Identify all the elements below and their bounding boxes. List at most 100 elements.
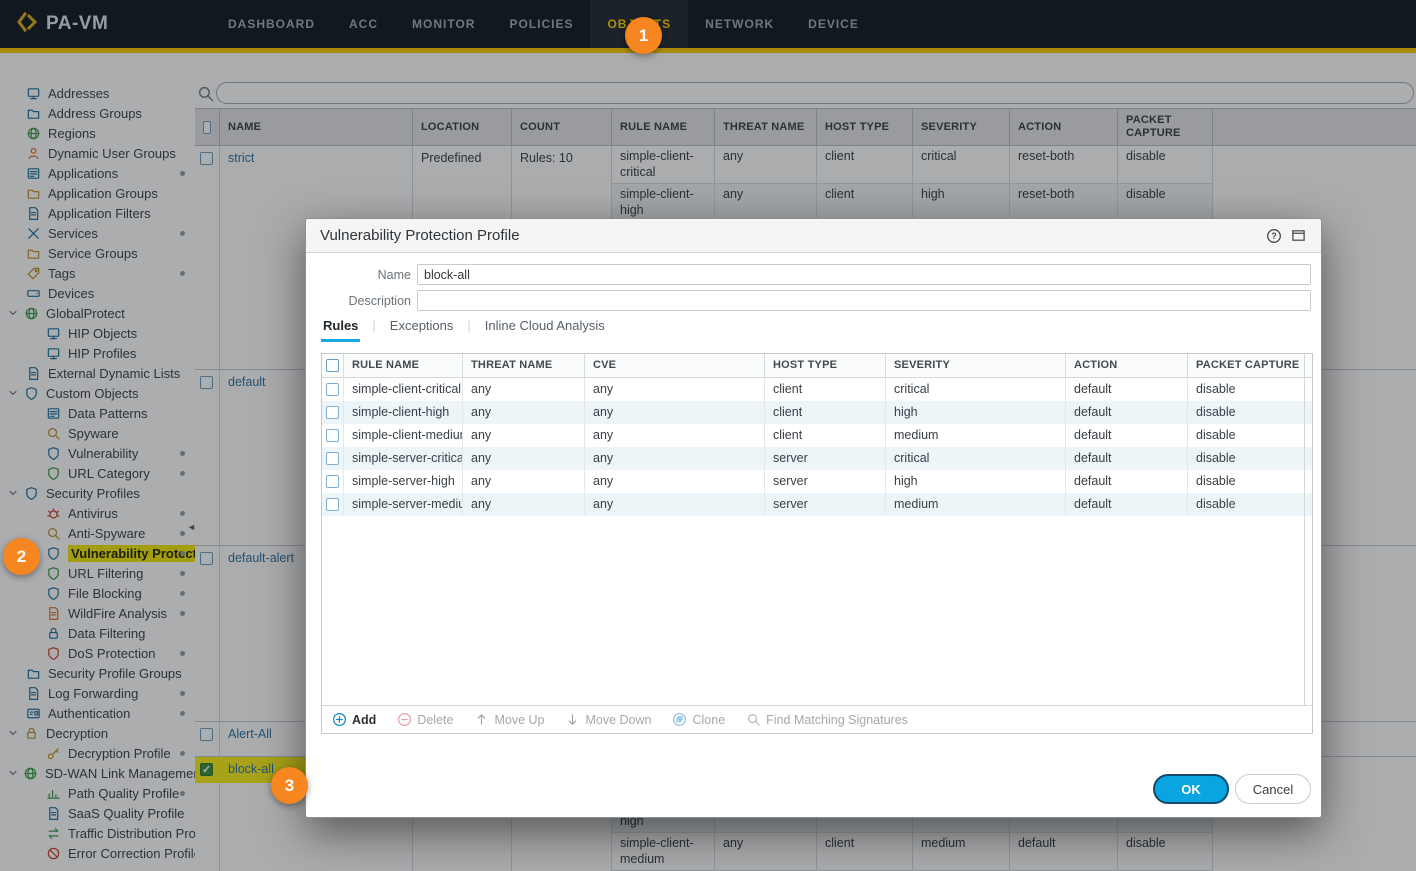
name-input[interactable] xyxy=(417,264,1311,285)
rules-table-row[interactable]: simple-server-mediumanyanyservermediumde… xyxy=(322,493,1312,516)
sidebar-item-vulnerability-protection[interactable]: Vulnerability Protection xyxy=(0,543,195,563)
tab-exceptions[interactable]: Exceptions xyxy=(389,318,454,333)
clone-button[interactable]: Clone xyxy=(672,712,725,727)
chevron-down-icon[interactable] xyxy=(7,487,20,499)
sidebar-item-traffic-distribution-profile[interactable]: Traffic Distribution Profile xyxy=(0,823,195,843)
nav-item-monitor[interactable]: MONITOR xyxy=(412,17,476,31)
sidebar-item-spyware[interactable]: Spyware xyxy=(0,423,195,443)
sidebar-item-decryption-profile[interactable]: Decryption Profile xyxy=(0,743,195,763)
chevron-down-icon[interactable] xyxy=(7,727,20,739)
chevron-down-icon[interactable] xyxy=(7,387,20,399)
sidebar-item-url-filtering[interactable]: URL Filtering xyxy=(0,563,195,583)
row-checkbox[interactable] xyxy=(200,552,213,565)
sidebar-item-services[interactable]: Services xyxy=(0,223,195,243)
column-header-action[interactable]: ACTION xyxy=(1010,109,1118,145)
rule-checkbox[interactable] xyxy=(326,498,339,511)
search-input[interactable] xyxy=(216,82,1414,104)
column-header-name[interactable]: NAME xyxy=(220,109,413,145)
profile-name-link[interactable]: block-all xyxy=(228,762,274,776)
profile-name-link[interactable]: default xyxy=(228,375,266,389)
column-header-location[interactable]: LOCATION xyxy=(413,109,512,145)
sidebar-item-address-groups[interactable]: Address Groups xyxy=(0,103,195,123)
sidebar-collapse-icon[interactable]: ◄ xyxy=(187,522,196,532)
sidebar-item-dos-protection[interactable]: DoS Protection xyxy=(0,643,195,663)
nav-item-dashboard[interactable]: DASHBOARD xyxy=(228,17,315,31)
sidebar-item-sd-wan-link-management[interactable]: SD-WAN Link Management xyxy=(0,763,195,783)
sidebar-item-dynamic-user-groups[interactable]: Dynamic User Groups xyxy=(0,143,195,163)
sidebar-item-file-blocking[interactable]: File Blocking xyxy=(0,583,195,603)
profile-name-link[interactable]: default-alert xyxy=(228,551,295,565)
row-checkbox[interactable] xyxy=(200,376,213,389)
sidebar-item-wildfire-analysis[interactable]: WildFire Analysis xyxy=(0,603,195,623)
ok-button[interactable]: OK xyxy=(1153,774,1229,804)
rules-column-header-severity[interactable]: SEVERITY xyxy=(886,354,1066,377)
rules-column-header-packet-capture[interactable]: PACKET CAPTURE xyxy=(1196,359,1300,371)
row-checkbox[interactable] xyxy=(200,763,213,776)
sidebar-item-anti-spyware[interactable]: Anti-Spyware xyxy=(0,523,195,543)
move-up-button[interactable]: Move Up xyxy=(474,712,544,727)
sidebar-item-decryption[interactable]: Decryption xyxy=(0,723,195,743)
rules-column-header-threat-name[interactable]: THREAT NAME xyxy=(463,354,585,377)
nav-item-policies[interactable]: POLICIES xyxy=(509,17,574,31)
rules-table-row[interactable]: simple-client-high any any client high defaul… xyxy=(322,401,1312,424)
sidebar-item-hip-profiles[interactable]: HIP Profiles xyxy=(0,343,195,363)
sidebar-item-tags[interactable]: Tags xyxy=(0,263,195,283)
row-checkbox[interactable] xyxy=(200,152,213,165)
sidebar-item-addresses[interactable]: Addresses xyxy=(0,83,195,103)
select-all-checkbox[interactable] xyxy=(203,120,211,134)
column-header-packet-capture[interactable]: PACKET CAPTURE xyxy=(1118,109,1213,145)
sidebar-item-service-groups[interactable]: Service Groups xyxy=(0,243,195,263)
tab-rules[interactable]: Rules xyxy=(321,316,361,342)
rules-table-row[interactable]: simple-server-high any any server high defaul… xyxy=(322,470,1312,493)
sidebar-item-security-profile-groups[interactable]: Security Profile Groups xyxy=(0,663,195,683)
sidebar-item-vulnerability[interactable]: Vulnerability xyxy=(0,443,195,463)
rules-column-header-host-type[interactable]: HOST TYPE xyxy=(765,354,886,377)
sidebar-item-hip-objects[interactable]: HIP Objects xyxy=(0,323,195,343)
row-checkbox[interactable] xyxy=(200,728,213,741)
sidebar-item-data-filtering[interactable]: Data Filtering xyxy=(0,623,195,643)
help-icon[interactable]: ? xyxy=(1266,228,1282,244)
sidebar-item-security-profiles[interactable]: Security Profiles xyxy=(0,483,195,503)
sidebar-item-saas-quality-profile[interactable]: SaaS Quality Profile xyxy=(0,803,195,823)
delete-button[interactable]: Delete xyxy=(397,712,453,727)
sidebar-item-globalprotect[interactable]: GlobalProtect xyxy=(0,303,195,323)
sidebar-item-error-correction-profile[interactable]: Error Correction Profile xyxy=(0,843,195,863)
column-header-count[interactable]: COUNT xyxy=(512,109,612,145)
chevron-down-icon[interactable] xyxy=(7,307,20,319)
column-header-threat-name[interactable]: THREAT NAME xyxy=(715,109,817,145)
find-matching-signatures-button[interactable]: Find Matching Signatures xyxy=(746,712,908,727)
chevron-down-icon[interactable] xyxy=(7,767,19,779)
rules-table-row[interactable]: simple-client-critical any any client critic… xyxy=(322,378,1312,401)
rules-column-header-cve[interactable]: CVE xyxy=(585,354,765,377)
sidebar-item-external-dynamic-lists[interactable]: External Dynamic Lists xyxy=(0,363,195,383)
sidebar-item-authentication[interactable]: Authentication xyxy=(0,703,195,723)
sidebar-item-path-quality-profile[interactable]: Path Quality Profile xyxy=(0,783,195,803)
profile-name-link[interactable]: Alert-All xyxy=(228,727,272,741)
column-header-severity[interactable]: SEVERITY xyxy=(913,109,1010,145)
rule-checkbox[interactable] xyxy=(326,429,339,442)
sidebar-item-url-category[interactable]: URL Category xyxy=(0,463,195,483)
tab-inline-cloud-analysis[interactable]: Inline Cloud Analysis xyxy=(484,318,605,333)
rules-column-header-action[interactable]: ACTION xyxy=(1066,354,1188,377)
column-header-host-type[interactable]: HOST TYPE xyxy=(817,109,913,145)
sidebar-item-regions[interactable]: Regions xyxy=(0,123,195,143)
rules-column-header-rule-name[interactable]: RULE NAME xyxy=(344,354,463,377)
window-icon[interactable] xyxy=(1290,228,1307,243)
rules-table-row[interactable]: simple-server-critical any any server critic… xyxy=(322,447,1312,470)
nav-item-acc[interactable]: ACC xyxy=(349,17,378,31)
description-input[interactable] xyxy=(417,290,1311,311)
select-all-rules-checkbox[interactable] xyxy=(326,359,339,372)
cancel-button[interactable]: Cancel xyxy=(1235,774,1311,804)
sidebar-item-antivirus[interactable]: Antivirus xyxy=(0,503,195,523)
rules-table-scrollbar[interactable] xyxy=(1304,354,1305,705)
sidebar-item-application-filters[interactable]: Application Filters xyxy=(0,203,195,223)
column-header-rule-name[interactable]: RULE NAME xyxy=(612,109,715,145)
sidebar-item-log-forwarding[interactable]: Log Forwarding xyxy=(0,683,195,703)
sidebar-item-applications[interactable]: Applications xyxy=(0,163,195,183)
sidebar-item-custom-objects[interactable]: Custom Objects xyxy=(0,383,195,403)
rule-checkbox[interactable] xyxy=(326,383,339,396)
sidebar-item-devices[interactable]: Devices xyxy=(0,283,195,303)
sidebar-item-application-groups[interactable]: Application Groups xyxy=(0,183,195,203)
rule-checkbox[interactable] xyxy=(326,475,339,488)
profile-name-link[interactable]: strict xyxy=(228,151,255,165)
